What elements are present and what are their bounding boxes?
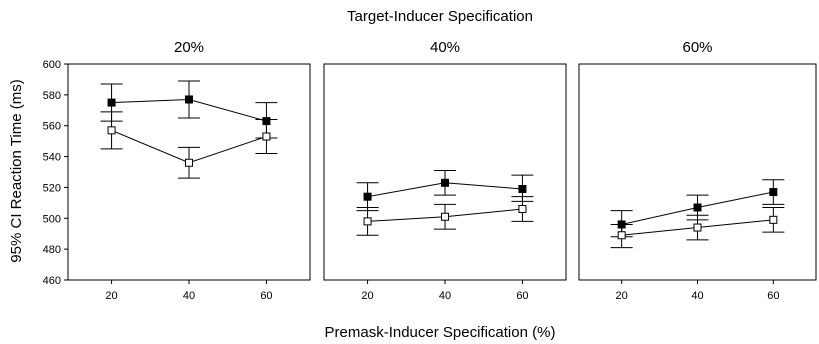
panel-3: 60% 20 40 60 [578,39,817,302]
panel-title: 20% [174,39,204,56]
x-tick-label: 40 [183,290,195,302]
filled-square-point [185,95,193,104]
y-tick-label: 540 [43,152,61,164]
open-square-point [769,215,778,224]
open-square-point [185,158,193,167]
open-square-point [518,205,527,214]
panel-title: 60% [682,39,712,56]
y-tick-label: 560 [43,121,61,133]
open-square-point [107,126,116,135]
x-tick-label: 40 [439,290,451,302]
filled-square-point [693,203,702,212]
y-tick-label: 580 [43,90,61,102]
y-axis-label: 95% CI Reaction Time (ms) [8,79,25,262]
y-tick-label: 480 [43,244,61,256]
x-tick-label: 20 [616,290,628,302]
x-tick-label: 40 [691,290,703,302]
y-tick-label: 460 [43,275,61,287]
chart-title: Target-Inducer Specification [347,8,533,25]
x-tick-label: 60 [260,290,272,302]
open-square-point [262,132,271,141]
x-tick-label: 60 [516,290,528,302]
panel-2: 40% 20 40 60 [323,39,567,302]
x-tick-label: 20 [361,290,373,302]
open-square-point [441,212,449,221]
open-square-point [363,217,372,226]
panel-title: 40% [430,39,460,56]
y-tick-label: 500 [43,213,61,225]
y-tick-label: 600 [43,59,61,71]
x-axis-label: Premask-Inducer Specification (%) [325,324,556,341]
panel-1: 20% 460 480 500 520 540 560 580 600 20 40 60 [43,39,311,302]
filled-square-point [518,184,527,193]
y-tick-label: 520 [43,182,61,194]
x-tick-label: 20 [105,290,117,302]
x-tick-label: 60 [767,290,779,302]
filled-square-point [363,192,372,201]
filled-square-point [769,188,778,197]
open-square-point [693,223,702,232]
filled-square-point [441,178,449,187]
filled-square-point [107,98,116,107]
open-square-point [617,231,626,240]
